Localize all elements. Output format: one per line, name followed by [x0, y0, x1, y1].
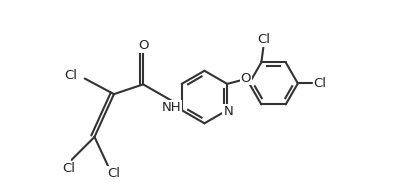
- Text: Cl: Cl: [257, 34, 270, 46]
- Text: NH: NH: [162, 101, 181, 114]
- Text: Cl: Cl: [63, 162, 76, 175]
- Text: O: O: [241, 72, 251, 84]
- Text: Cl: Cl: [314, 77, 327, 90]
- Text: Cl: Cl: [64, 69, 77, 82]
- Text: O: O: [138, 39, 148, 52]
- Text: Cl: Cl: [107, 167, 120, 180]
- Text: N: N: [223, 105, 233, 118]
